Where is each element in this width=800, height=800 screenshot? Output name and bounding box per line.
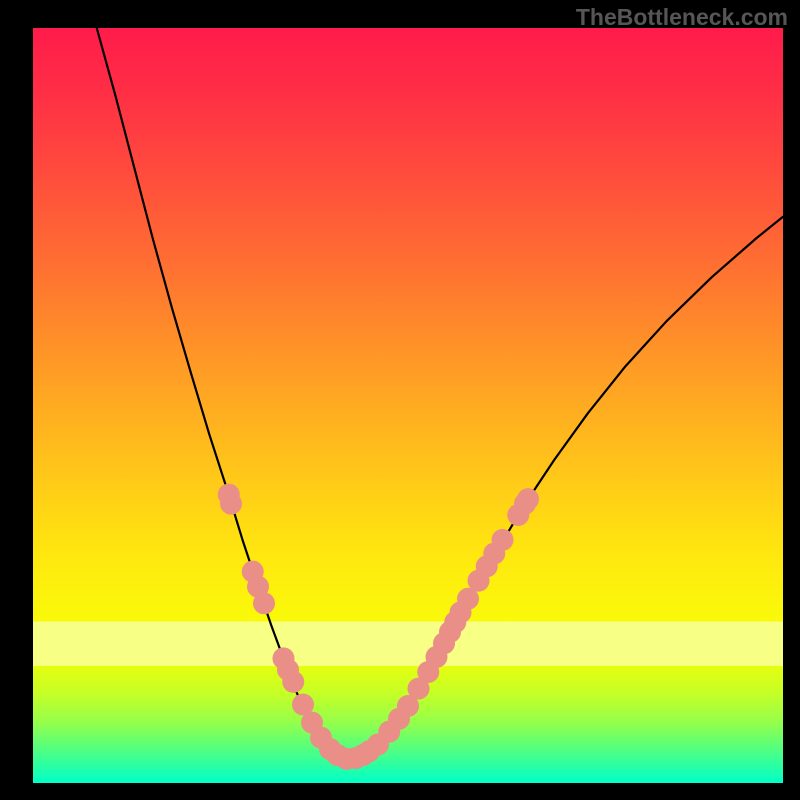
- marker-dot: [220, 493, 242, 515]
- chart-svg: [33, 28, 783, 783]
- highlight-band: [33, 621, 783, 666]
- marker-dot: [253, 592, 275, 614]
- plot-area: [33, 28, 783, 783]
- watermark-text: TheBottleneck.com: [576, 4, 788, 31]
- marker-dot: [282, 671, 304, 693]
- chart-frame: TheBottleneck.com: [0, 0, 800, 800]
- gradient-background: [33, 28, 783, 783]
- marker-dot: [492, 529, 514, 551]
- marker-dot: [517, 488, 539, 510]
